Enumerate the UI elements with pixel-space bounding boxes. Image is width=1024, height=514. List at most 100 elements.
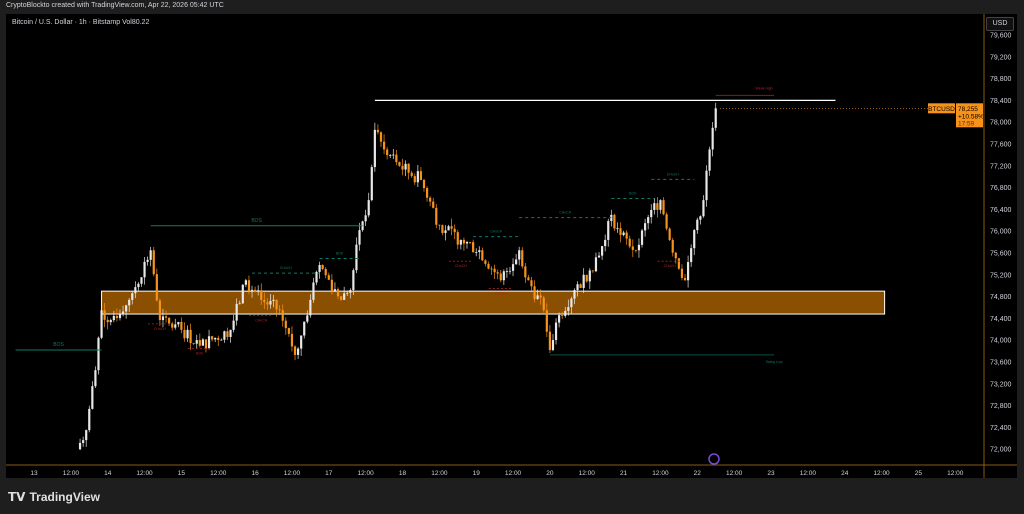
y-tick-label: 78,800	[990, 76, 1012, 83]
y-tick-label: 73,600	[990, 360, 1012, 367]
currency-button[interactable]: USD	[986, 17, 1014, 31]
candle-body	[465, 242, 469, 244]
candle-body	[389, 155, 392, 156]
structure-label: CHoCH	[559, 211, 572, 215]
candle-body	[346, 292, 349, 294]
candle-body	[429, 197, 432, 202]
candle-body	[490, 268, 493, 270]
candle-body	[554, 322, 558, 341]
candle-body	[622, 232, 625, 236]
candle-body	[561, 315, 564, 316]
candle-body	[404, 163, 407, 170]
candle-body	[604, 239, 607, 247]
candle-body	[158, 300, 162, 321]
candle-body	[195, 340, 198, 344]
candle-body	[693, 230, 696, 249]
candle-body	[711, 127, 714, 150]
structure-label: BOS	[336, 251, 344, 255]
candle-body	[204, 339, 208, 349]
candle-body	[272, 299, 275, 301]
candle-body	[247, 280, 251, 291]
y-tick-label: 76,000	[990, 229, 1012, 236]
candle-body	[447, 226, 450, 231]
x-tick-label: 12:00	[873, 470, 890, 477]
y-tick-label: 78,400	[990, 98, 1012, 105]
bearish-structure-label: CHoCH	[255, 319, 268, 323]
x-tick-label: 18	[399, 470, 407, 477]
candle-body	[152, 250, 155, 275]
candle-body	[324, 269, 327, 276]
candle-body	[650, 209, 653, 218]
candle-body	[180, 321, 183, 330]
candle-body	[386, 149, 389, 156]
x-tick-label: 12:00	[505, 470, 522, 477]
candle-body	[229, 329, 232, 337]
y-tick-label: 74,800	[990, 294, 1012, 301]
candle-body	[94, 370, 97, 387]
candle-body	[269, 300, 272, 305]
y-tick-label: 79,200	[990, 54, 1012, 61]
y-tick-label: 75,600	[990, 251, 1012, 258]
x-tick-label: 12:00	[136, 470, 153, 477]
candle-body	[131, 293, 134, 300]
candle-body	[278, 309, 281, 311]
y-tick-label: 76,800	[990, 185, 1012, 192]
last-price-tag	[956, 103, 983, 128]
candle-body	[548, 331, 551, 351]
candle-body	[582, 274, 585, 288]
x-tick-label: 12:00	[431, 470, 448, 477]
candle-body	[115, 315, 119, 318]
candle-body	[364, 215, 367, 222]
candle-body	[702, 200, 705, 217]
candle-body	[708, 149, 711, 171]
candle-body	[235, 303, 238, 321]
candle-body	[318, 264, 321, 272]
event-icon	[708, 453, 720, 465]
candle-body	[109, 320, 112, 323]
candle-body	[705, 170, 708, 201]
candle-body	[284, 320, 287, 329]
candle-body	[177, 321, 180, 325]
candle-body	[591, 270, 594, 272]
candle-body	[315, 271, 318, 283]
candle-body	[511, 264, 515, 271]
candle-body	[358, 230, 361, 245]
candle-body	[419, 171, 423, 180]
candle-body	[266, 302, 269, 305]
candle-body	[106, 319, 109, 323]
weak-high-label: Weak High	[756, 86, 773, 90]
x-tick-label: 24	[841, 470, 849, 477]
candle-body	[260, 290, 263, 300]
candle-body	[613, 214, 616, 229]
candle-body	[296, 348, 300, 355]
x-tick-label: 12:00	[947, 470, 964, 477]
candle-body	[607, 221, 610, 240]
candle-body	[128, 299, 131, 306]
candle-body	[306, 315, 309, 322]
x-tick-label: 12:00	[358, 470, 375, 477]
candle-body	[487, 263, 490, 269]
x-tick-label: 17	[325, 470, 333, 477]
candle-body	[456, 232, 459, 245]
candle-body	[432, 201, 435, 208]
candle-body	[472, 242, 475, 253]
symbol-tag-label: BTCUSD	[928, 106, 955, 113]
y-tick-label: 77,200	[990, 163, 1012, 170]
chart-frame[interactable]	[6, 14, 1017, 478]
x-tick-label: 13	[30, 470, 38, 477]
candle-body	[413, 176, 416, 183]
candle-body	[373, 129, 376, 168]
candle-body	[82, 440, 85, 443]
x-tick-label: 12:00	[800, 470, 817, 477]
candle-body	[493, 268, 496, 273]
x-tick-label: 16	[251, 470, 259, 477]
swing-low-label: Swing Low	[766, 360, 783, 364]
candle-body	[78, 442, 82, 450]
candle-body	[416, 171, 419, 183]
candle-body	[367, 200, 370, 216]
symbol-tag	[928, 103, 955, 114]
x-tick-label: 20	[546, 470, 554, 477]
candle-body	[450, 226, 453, 229]
candle-body	[186, 329, 189, 339]
